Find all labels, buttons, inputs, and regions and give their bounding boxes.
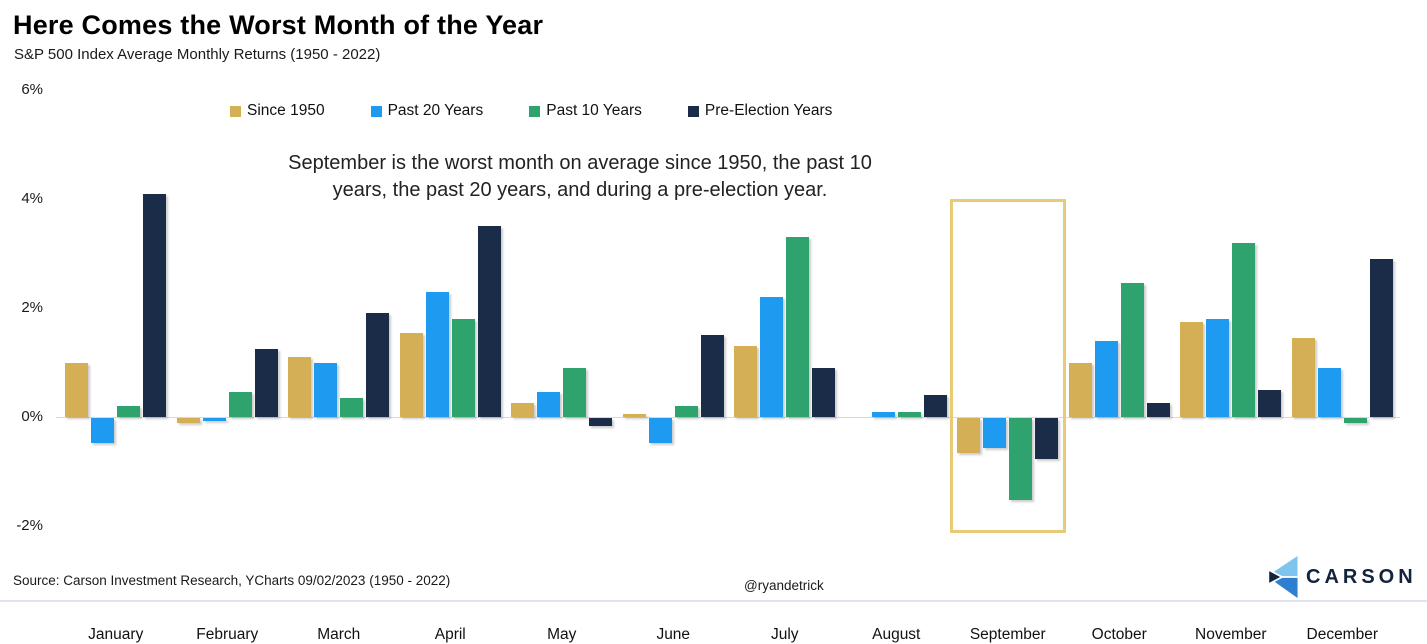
bar-past-10-years-july xyxy=(786,237,810,417)
september-highlight-box xyxy=(949,199,1066,534)
bar-since-1950-may xyxy=(511,403,535,417)
source-text: Source: Carson Investment Research, YCha… xyxy=(13,573,451,588)
bar-pre-election-years-september xyxy=(1035,418,1059,459)
bar-since-1950-september xyxy=(957,418,981,454)
x-axis-label-september: September xyxy=(969,626,1046,643)
x-axis-label-december: December xyxy=(1306,626,1379,643)
bar-since-1950-february xyxy=(176,418,200,424)
bar-past-10-years-october xyxy=(1120,283,1144,417)
bar-since-1950-november xyxy=(1180,321,1204,417)
bar-past-10-years-august xyxy=(897,411,921,417)
annotation-line-1: September is the worst month on average … xyxy=(288,152,872,174)
legend-label: Past 20 Years xyxy=(387,102,484,119)
bar-since-1950-april xyxy=(399,332,423,417)
bar-past-20-years-july xyxy=(760,297,784,417)
legend-color-swatch xyxy=(529,105,541,117)
bar-past-10-years-september xyxy=(1009,418,1033,500)
bar-past-20-years-november xyxy=(1206,318,1230,417)
bar-since-1950-march xyxy=(288,357,312,417)
bar-past-10-years-march xyxy=(340,397,364,417)
bar-past-20-years-february xyxy=(202,418,226,421)
annotation-text: September is the worst month on average … xyxy=(235,150,925,204)
y-axis-tick-label: 6% xyxy=(21,81,43,98)
bar-pre-election-years-june xyxy=(700,335,724,417)
legend: Since 1950 Past 20 Years Past 10 Years Pre-… xyxy=(230,102,832,120)
bar-past-10-years-january xyxy=(117,406,141,417)
bar-past-10-years-february xyxy=(228,392,252,417)
bar-past-20-years-may xyxy=(537,392,561,417)
y-axis-tick-label: 0% xyxy=(21,408,43,425)
bar-since-1950-october xyxy=(1068,362,1092,417)
bar-pre-election-years-may xyxy=(589,418,613,427)
x-axis-label-march: March xyxy=(317,626,361,643)
legend-color-swatch xyxy=(370,105,382,117)
bar-pre-election-years-january xyxy=(143,193,167,417)
bar-past-20-years-january xyxy=(91,418,115,443)
legend-item-since-1950: Since 1950 xyxy=(230,102,325,120)
x-axis-label-january: January xyxy=(88,626,144,643)
page-title: Here Comes the Worst Month of the Year xyxy=(13,10,544,40)
legend-color-swatch xyxy=(230,105,241,117)
zero-gridline xyxy=(56,417,1400,418)
bar-pre-election-years-july xyxy=(812,367,836,417)
legend-label: Past 10 Years xyxy=(546,102,642,119)
x-axis-label-june: June xyxy=(656,626,691,643)
chart-subtitle: S&P 500 Index Average Monthly Returns (1… xyxy=(14,46,381,63)
bar-pre-election-years-april xyxy=(477,226,501,417)
bar-past-20-years-april xyxy=(425,291,449,417)
bar-past-10-years-november xyxy=(1232,242,1256,417)
legend-label: Pre-Election Years xyxy=(704,102,833,119)
bar-past-20-years-march xyxy=(314,362,338,417)
y-axis-tick-label: 2% xyxy=(21,299,43,316)
bar-since-1950-july xyxy=(734,346,758,417)
y-axis-tick-label: 4% xyxy=(21,190,43,207)
legend-color-swatch xyxy=(687,105,699,117)
bar-past-20-years-june xyxy=(648,418,672,443)
plot-area: January February March April May June July Augu… xyxy=(56,90,1400,643)
legend-item-past-20-years: Past 20 Years xyxy=(370,102,484,120)
legend-item-pre-election-years: Pre-Election Years xyxy=(687,102,833,120)
bar-since-1950-january xyxy=(65,362,89,417)
twitter-handle: @ryandetrick xyxy=(744,578,824,593)
x-axis-label-november: November xyxy=(1195,626,1267,643)
bar-pre-election-years-march xyxy=(366,313,390,417)
bar-past-10-years-june xyxy=(674,406,698,417)
bar-since-1950-december xyxy=(1291,337,1315,417)
bar-pre-election-years-december xyxy=(1369,258,1393,417)
legend-item-past-10-years: Past 10 Years xyxy=(529,102,642,120)
annotation-line-2: years, the past 20 years, and during a p… xyxy=(332,179,828,201)
x-axis-label-april: April xyxy=(434,626,466,643)
x-axis-label-july: July xyxy=(770,626,799,643)
x-axis-label-february: February xyxy=(196,626,259,643)
bar-since-1950-june xyxy=(622,414,646,417)
carson-logo-icon xyxy=(1267,556,1298,598)
bar-past-20-years-september xyxy=(983,418,1007,448)
x-axis-label-october: October xyxy=(1091,626,1147,643)
bar-past-20-years-august xyxy=(871,411,895,417)
bar-pre-election-years-october xyxy=(1146,403,1170,417)
bar-past-20-years-october xyxy=(1094,340,1118,417)
legend-label: Since 1950 xyxy=(247,102,325,119)
bar-past-10-years-may xyxy=(563,367,587,417)
bar-past-10-years-april xyxy=(451,318,475,417)
bar-pre-election-years-november xyxy=(1258,389,1282,417)
bar-past-10-years-december xyxy=(1343,418,1367,424)
bar-pre-election-years-february xyxy=(254,348,278,417)
x-axis-label-may: May xyxy=(547,626,577,643)
bottom-divider xyxy=(0,600,1427,602)
bar-pre-election-years-august xyxy=(923,395,947,417)
x-axis-label-august: August xyxy=(872,626,921,643)
y-axis-tick-label: -2% xyxy=(16,517,43,534)
bar-past-20-years-december xyxy=(1317,367,1341,417)
carson-logo-text: CARSON xyxy=(1306,565,1417,588)
carson-logo: CARSON xyxy=(1266,556,1417,598)
